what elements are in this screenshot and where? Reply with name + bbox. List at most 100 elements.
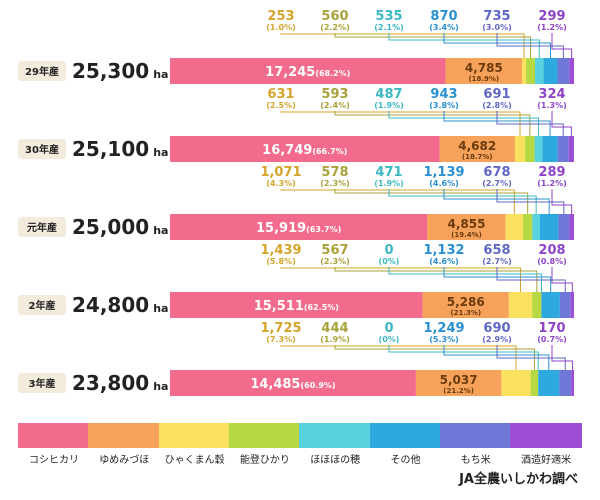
bar-segment <box>526 58 536 84</box>
legend-swatch <box>228 423 301 448</box>
bar-value-label: 4,855 <box>447 217 485 231</box>
bar-segment <box>170 370 416 396</box>
bar-value-label: (1.9%) <box>374 179 404 188</box>
leader-line <box>551 345 574 370</box>
legend-label: その他 <box>390 455 421 466</box>
bar-segment <box>415 370 502 396</box>
bar-value-label: 578 <box>321 165 348 180</box>
leader-line <box>388 33 540 58</box>
bar-value-label: 1,439 <box>260 243 301 258</box>
leader-line <box>496 189 565 214</box>
bar-value-label: (0%) <box>379 257 400 266</box>
bar-value-label: (1.2%) <box>537 23 567 32</box>
bar-segment <box>571 370 574 396</box>
legend-label: 能登ひかり <box>239 455 290 466</box>
bar-segment <box>505 214 524 240</box>
bar-value-label: (0.8%) <box>537 257 567 266</box>
leader-line <box>496 345 566 370</box>
legend-swatch <box>18 423 90 448</box>
bar-segment <box>422 292 509 318</box>
legend-swatch <box>299 423 372 448</box>
bar-segment <box>569 58 574 84</box>
year-tag: 29年産 <box>25 65 59 78</box>
legend-label: ひゃくまん穀 <box>164 455 225 466</box>
bar-segment <box>542 136 558 162</box>
legend-swatch <box>158 423 231 448</box>
bar-segment <box>170 214 428 240</box>
year-tag-bg <box>18 295 66 315</box>
legend-item: コシヒカリ <box>18 423 90 466</box>
bar-value-label: (4.6%) <box>429 179 459 188</box>
total-area: 25,100 ha <box>72 137 168 161</box>
bar-segment <box>568 136 574 162</box>
legend-item: 酒造好適米 <box>510 423 583 466</box>
bar-value-label: 943 <box>430 87 457 102</box>
bar-value-label: (1.0%) <box>266 23 296 32</box>
bar-segment <box>543 58 558 84</box>
bar-value-label: 15,511(62.5%) <box>254 299 339 314</box>
bar-segment <box>538 370 560 396</box>
year-tag-bg <box>18 61 66 81</box>
bar-value-label: (2.4%) <box>320 101 350 110</box>
bar-value-label: (2.7%) <box>482 179 512 188</box>
bar-value-label: (18.7%) <box>462 153 493 161</box>
year-tag: 3年産 <box>29 377 56 390</box>
leader-line <box>334 33 532 58</box>
bar-segment <box>557 58 570 84</box>
leader-line <box>551 33 573 58</box>
legend-item: その他 <box>369 423 442 466</box>
legend-label: ゆめみづほ <box>99 455 150 466</box>
source-note: JA全農いしかわ調べ <box>459 472 578 487</box>
bar-value-label: 324 <box>538 87 565 102</box>
bar-segment <box>170 292 423 318</box>
bar-segment <box>532 214 540 240</box>
total-area: 25,300 ha <box>72 59 168 83</box>
bar-segment <box>170 136 440 162</box>
legend-swatch <box>88 423 161 448</box>
bar-value-label: 1,249 <box>423 321 464 336</box>
bar-segment <box>439 136 515 162</box>
bar-value-label: 658 <box>483 243 510 258</box>
bar-segment <box>445 58 523 84</box>
bar-value-label: 17,245(68.2%) <box>265 65 350 80</box>
bar-segment <box>559 292 571 318</box>
bar-value-label: 0 <box>384 243 393 258</box>
bar-value-label: 631 <box>267 87 294 102</box>
bar-segment <box>559 370 572 396</box>
bar-value-label: (2.5%) <box>266 101 296 110</box>
bar-value-label: 208 <box>538 243 565 258</box>
bar-value-label: 16,749(66.7%) <box>262 143 347 158</box>
bar-value-label: 690 <box>483 321 510 336</box>
leader-line <box>496 111 564 136</box>
bar-value-label: 289 <box>538 165 565 180</box>
total-area: 24,800 ha <box>72 293 168 317</box>
bar-value-label: (2.1%) <box>374 23 404 32</box>
bar-segment <box>523 214 533 240</box>
bar-value-label: 535 <box>375 9 402 24</box>
bar-value-label: (4.3%) <box>266 179 296 188</box>
bar-value-label: (3.0%) <box>482 23 512 32</box>
bar-value-label: 870 <box>430 9 457 24</box>
bar-value-label: 4,785 <box>465 61 503 75</box>
bar-value-label: 593 <box>321 87 348 102</box>
year-tag-bg <box>18 217 66 237</box>
bar-value-label: (3.8%) <box>429 101 459 110</box>
legend-label: 酒造好適米 <box>521 455 572 466</box>
year-tag: 2年産 <box>29 299 56 312</box>
bar-value-label: (2.3%) <box>320 179 350 188</box>
year-tag: 元年産 <box>27 221 57 234</box>
bar-value-label: 487 <box>375 87 402 102</box>
legend-label: ほほほの穂 <box>310 455 361 466</box>
leader-line <box>388 267 542 292</box>
leader-line <box>334 345 535 370</box>
legend-swatch <box>369 423 442 448</box>
leader-line <box>443 345 550 370</box>
bar-segment <box>530 370 539 396</box>
bar-segment <box>558 214 570 240</box>
year-tag: 30年産 <box>25 143 59 156</box>
bar-value-label: 735 <box>483 9 510 24</box>
legend-item: 能登ひかり <box>228 423 301 466</box>
legend-item: ひゃくまん穀 <box>158 423 231 466</box>
bar-segment <box>427 214 506 240</box>
